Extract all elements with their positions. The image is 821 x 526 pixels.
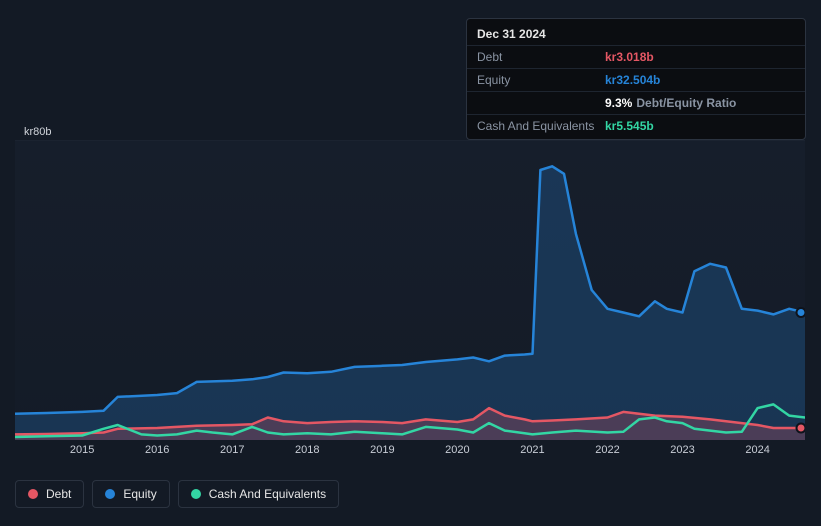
x-tick-label: 2020	[445, 444, 469, 456]
legend-label: Cash And Equivalents	[209, 487, 326, 501]
tooltip-row: Debtkr3.018b	[467, 46, 805, 69]
series-end-marker-icon	[797, 424, 806, 433]
x-tick-label: 2019	[370, 444, 394, 456]
legend-dot-icon	[28, 489, 38, 499]
x-tick-label: 2017	[220, 444, 244, 456]
y-tick-max: kr80b	[24, 126, 52, 138]
tooltip-row-label: Cash And Equivalents	[477, 119, 605, 133]
tooltip-row: Equitykr32.504b	[467, 69, 805, 92]
hover-tooltip: Dec 31 2024 Debtkr3.018bEquitykr32.504b9…	[466, 18, 806, 140]
x-tick-label: 2016	[145, 444, 169, 456]
tooltip-row: Cash And Equivalentskr5.545b	[467, 115, 805, 137]
tooltip-row: 9.3%Debt/Equity Ratio	[467, 92, 805, 115]
x-axis: 2015 2016 2017 2018 2019 2020 2021 2022 2023 2024	[15, 444, 805, 462]
chart-svg	[15, 140, 805, 440]
legend-label: Debt	[46, 487, 71, 501]
tooltip-row-label: Equity	[477, 73, 605, 87]
tooltip-row-value: 9.3%Debt/Equity Ratio	[605, 96, 795, 110]
legend-item[interactable]: Cash And Equivalents	[178, 480, 339, 508]
tooltip-rows: Debtkr3.018bEquitykr32.504b9.3%Debt/Equi…	[467, 46, 805, 137]
x-tick-label: 2015	[70, 444, 94, 456]
x-tick-label: 2023	[670, 444, 694, 456]
chart-container: Dec 31 2024 Debtkr3.018bEquitykr32.504b9…	[0, 0, 821, 526]
x-tick-label: 2018	[295, 444, 319, 456]
legend-dot-icon	[191, 489, 201, 499]
x-tick-label: 2024	[745, 444, 769, 456]
legend-item[interactable]: Debt	[15, 480, 84, 508]
legend-dot-icon	[105, 489, 115, 499]
tooltip-row-label: Debt	[477, 50, 605, 64]
x-tick-label: 2021	[520, 444, 544, 456]
legend-item[interactable]: Equity	[92, 480, 169, 508]
tooltip-row-value: kr3.018b	[605, 50, 795, 64]
tooltip-row-value: kr5.545b	[605, 119, 795, 133]
tooltip-row-value: kr32.504b	[605, 73, 795, 87]
legend-label: Equity	[123, 487, 156, 501]
chart-plot-area[interactable]	[15, 140, 805, 440]
x-tick-label: 2022	[595, 444, 619, 456]
tooltip-row-suffix: Debt/Equity Ratio	[636, 96, 736, 110]
series-end-marker-icon	[797, 308, 806, 317]
tooltip-date: Dec 31 2024	[467, 21, 805, 46]
legend: Debt Equity Cash And Equivalents	[15, 480, 339, 508]
tooltip-row-label	[477, 96, 605, 110]
